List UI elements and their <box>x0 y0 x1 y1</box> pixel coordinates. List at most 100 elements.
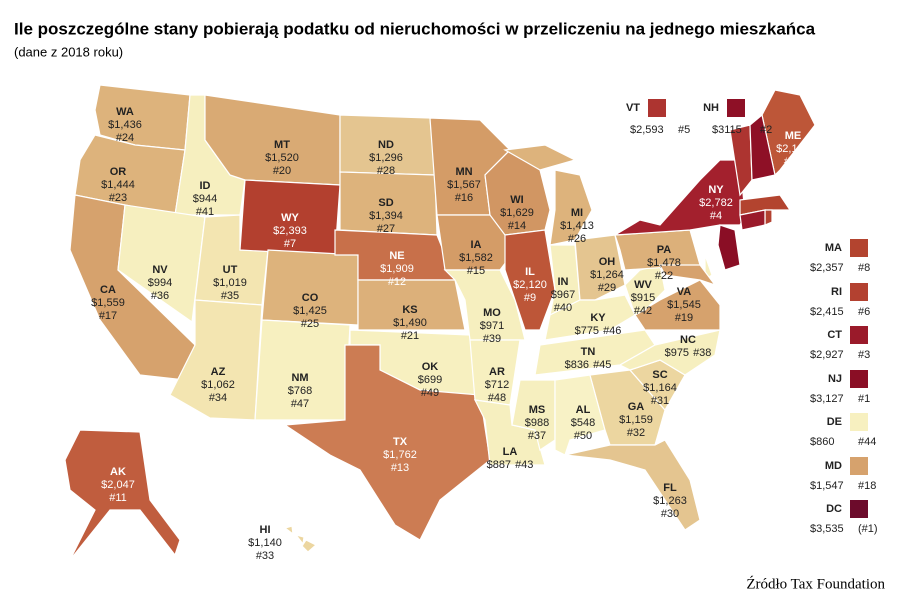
rank: #38 <box>693 347 711 359</box>
state-abbr: MT <box>274 139 290 151</box>
legend-rank: #6 <box>858 306 870 318</box>
state-abbr: TN <box>581 346 596 358</box>
state-abbr: ND <box>378 139 394 151</box>
state-rank: #26 <box>568 233 586 245</box>
state-abbr: UT <box>223 264 238 276</box>
state-value: $967 <box>551 289 575 301</box>
value: $975 <box>665 347 689 359</box>
state-value: $768 <box>288 385 312 397</box>
legend-value: $3115 <box>712 124 742 136</box>
state-shape <box>504 229 556 331</box>
state-rank: #34 <box>209 392 227 404</box>
state-rank: #4 <box>710 210 722 222</box>
legend-swatch <box>648 99 666 117</box>
state-value: $1,520 <box>265 152 299 164</box>
state-rank: #14 <box>508 220 526 232</box>
state-abbr: CO <box>302 292 319 304</box>
legend-abbr: CT <box>827 329 842 341</box>
state-shape <box>614 159 746 236</box>
legend-abbr: RI <box>831 286 842 298</box>
state-rank: #32 <box>627 427 645 439</box>
state-abbr: VA <box>677 286 692 298</box>
state-value: $915 <box>631 292 655 304</box>
states <box>64 84 816 561</box>
state-shape <box>739 194 792 216</box>
state-abbr: NV <box>152 264 168 276</box>
legend-abbr: NJ <box>828 373 842 385</box>
state-rank: #22 <box>655 270 673 282</box>
state-rank: #41 <box>196 206 214 218</box>
state-shape <box>659 264 717 287</box>
state-abbr: MI <box>571 207 583 219</box>
title: Ile poszczególne stany pobierają podatku… <box>14 19 816 38</box>
state-value: $1,413 <box>560 220 594 232</box>
state-value: $1,264 <box>590 269 624 281</box>
state-rank: #17 <box>99 310 117 322</box>
legend-abbr: MA <box>825 242 842 254</box>
rank: #46 <box>603 325 621 337</box>
state-value: $1,629 <box>500 207 534 219</box>
legend-value: $1,547 <box>810 480 844 492</box>
state-shape <box>169 299 263 421</box>
state-shape <box>717 224 741 271</box>
state-shape <box>739 209 766 231</box>
legend-abbr: DC <box>826 503 842 515</box>
state-rank: #15 <box>467 265 485 277</box>
legend-abbr: DE <box>827 416 842 428</box>
state-rank: #28 <box>377 165 395 177</box>
state-value: $1,436 <box>108 119 142 131</box>
legend-swatch <box>850 413 868 431</box>
state-abbr: WV <box>634 279 652 291</box>
state-rank: #29 <box>598 282 616 294</box>
state-rank: #9 <box>524 292 536 304</box>
state-rank: #16 <box>455 192 473 204</box>
state-abbr: AR <box>489 366 505 378</box>
value: $836 <box>565 359 589 371</box>
legend-value: $2,593 <box>630 124 664 136</box>
legend-rank: (#1) <box>858 523 878 535</box>
state-rank: #10 <box>784 156 802 168</box>
state-rank: #39 <box>483 333 501 345</box>
legend-swatch <box>850 370 868 388</box>
state-rank: #11 <box>109 492 127 504</box>
state-abbr: SC <box>652 369 667 381</box>
legend-value: $2,357 <box>810 262 844 274</box>
state-rank: #36 <box>151 290 169 302</box>
state-rank: #7 <box>284 238 296 250</box>
state-abbr: PA <box>657 244 672 256</box>
state-value: $775 #46 <box>575 325 622 337</box>
state-rank: #31 <box>651 395 669 407</box>
state-abbr: NM <box>291 372 308 384</box>
legend-value: $2,927 <box>810 349 844 361</box>
state-abbr: WA <box>116 106 134 118</box>
legend-swatch <box>850 239 868 257</box>
state-abbr: WY <box>281 212 299 224</box>
state-abbr: HI <box>260 524 271 536</box>
state-abbr: ID <box>200 180 211 192</box>
state-rank: #25 <box>301 318 319 330</box>
state-abbr: WI <box>510 194 523 206</box>
state-value: $1,164 <box>643 382 677 394</box>
state-shape <box>634 279 721 331</box>
state-value: $1,490 <box>393 317 427 329</box>
state-value: $2,105 <box>776 143 810 155</box>
state-abbr: NC <box>680 334 696 346</box>
legend-abbr: MD <box>825 460 842 472</box>
state-rank: #42 <box>634 305 652 317</box>
state-abbr: MO <box>483 307 501 319</box>
state-value: $971 <box>480 320 504 332</box>
state-rank: #27 <box>377 223 395 235</box>
state-value: $994 <box>148 277 172 289</box>
state-value: $887 #43 <box>487 459 534 471</box>
legend-swatch <box>850 457 868 475</box>
state-shape <box>764 209 773 226</box>
state-abbr: LA <box>503 446 518 458</box>
state-value: $988 <box>525 417 549 429</box>
state-shape <box>564 439 701 531</box>
legend-value: $3,535 <box>810 523 844 535</box>
state-rank: #35 <box>221 290 239 302</box>
state-abbr: AZ <box>211 366 226 378</box>
state-rank: #47 <box>291 398 309 410</box>
